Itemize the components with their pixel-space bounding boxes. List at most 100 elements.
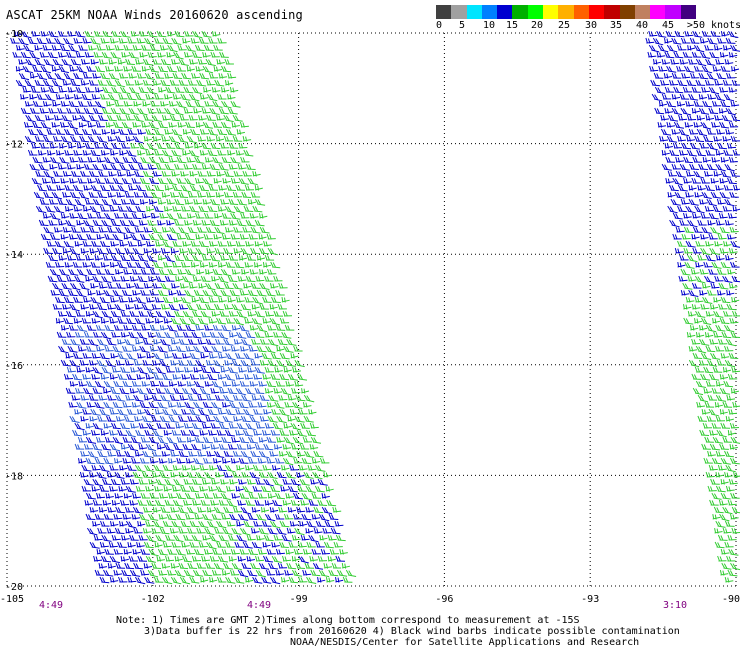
wind-barb (75, 387, 85, 394)
wind-barb (152, 79, 162, 86)
wind-barb (240, 450, 252, 459)
wind-barb (258, 234, 267, 240)
wind-barb (302, 401, 312, 408)
wind-barb (671, 72, 682, 79)
wind-barb (650, 79, 661, 87)
wind-barb (89, 205, 101, 214)
wind-barb (151, 527, 161, 534)
wind-barb (710, 352, 721, 360)
wind-barb (163, 261, 173, 268)
wind-barb (99, 296, 110, 304)
wind-barb (176, 324, 187, 331)
wind-barb (201, 422, 211, 429)
lat-tick-label: -10 (5, 29, 23, 40)
wind-barb (209, 219, 220, 227)
wind-barb (143, 541, 154, 549)
wind-barb (719, 409, 728, 415)
wind-barb (684, 65, 695, 73)
wind-barb (714, 79, 724, 86)
wind-barb (266, 233, 276, 240)
wind-barb (700, 51, 711, 59)
wind-barb (67, 30, 77, 37)
wind-barb (106, 101, 115, 107)
wind-barb (679, 163, 690, 171)
wind-barb (283, 436, 294, 445)
wind-speed-colorbar (436, 5, 697, 19)
wind-barb (281, 297, 290, 303)
wind-barb (162, 464, 173, 472)
wind-barb (85, 86, 95, 93)
wind-barb (42, 177, 51, 184)
wind-barb (246, 254, 257, 261)
wind-barb (726, 303, 737, 311)
wind-barb (96, 471, 107, 479)
wind-barb (728, 282, 738, 289)
wind-barb (669, 219, 680, 228)
wind-barb (200, 353, 209, 359)
wind-barb (136, 37, 146, 44)
wind-barb (710, 478, 720, 485)
wind-barb (118, 93, 128, 100)
wind-barb (292, 366, 301, 373)
wind-barb (166, 52, 175, 58)
wind-barb (170, 506, 180, 513)
wind-barb (685, 240, 696, 248)
wind-barb (146, 499, 157, 506)
wind-barb (129, 254, 140, 262)
wind-barb (240, 346, 249, 352)
wind-barb (222, 402, 231, 408)
wind-barb (300, 534, 310, 541)
wind-barb (141, 303, 152, 311)
wind-barb (701, 409, 710, 415)
wind-barb (280, 387, 292, 396)
wind-barb (73, 72, 84, 80)
wind-barb (154, 37, 164, 44)
wind-barb (151, 562, 162, 569)
wind-barb (690, 325, 699, 331)
wind-barb (74, 198, 86, 207)
wind-barb (209, 163, 220, 171)
wind-barb (173, 534, 184, 543)
wind-barb (152, 247, 161, 254)
wind-barb (236, 534, 247, 542)
wind-barb (704, 332, 714, 338)
wind-barb (711, 261, 722, 269)
wind-barb (200, 275, 211, 282)
wind-barb (126, 464, 137, 471)
wind-barb (216, 464, 227, 472)
wind-barb (227, 107, 238, 115)
wind-barb (200, 310, 211, 318)
lon-tick-label: -93 (581, 594, 599, 605)
wind-barb (254, 499, 265, 506)
wind-barb (729, 317, 739, 324)
wind-barb (232, 450, 243, 457)
wind-barb (25, 114, 36, 123)
wind-barb (167, 268, 178, 276)
wind-barb (68, 143, 77, 149)
wind-barb (221, 156, 232, 164)
wind-barb (313, 506, 324, 514)
wind-barb (133, 359, 143, 366)
wind-barb (306, 520, 317, 528)
wind-barb (145, 520, 155, 527)
wind-barb (155, 331, 166, 338)
wind-barb (91, 464, 101, 471)
wind-barb (131, 156, 142, 164)
wind-barb (144, 37, 155, 46)
wind-barb (57, 107, 67, 114)
wind-barb (92, 443, 103, 451)
wind-barb (74, 443, 85, 450)
wind-barb (262, 555, 274, 563)
wind-barb (175, 345, 186, 352)
wind-barb (184, 142, 194, 149)
wind-barb (709, 51, 720, 59)
wind-barb (262, 262, 272, 268)
wind-barb (683, 304, 692, 310)
wind-barb (217, 555, 229, 563)
wind-barb (264, 500, 274, 506)
wind-barb (83, 387, 94, 395)
wind-barb (718, 282, 729, 290)
wind-barb (262, 373, 272, 380)
wind-barb (212, 31, 221, 37)
wind-barb (723, 380, 734, 388)
